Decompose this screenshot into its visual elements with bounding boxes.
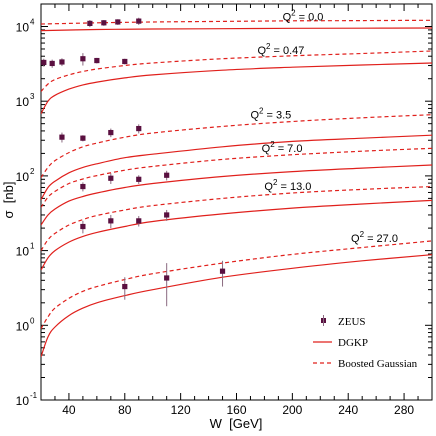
y-tick-label: 10 <box>16 319 30 333</box>
boosted-gaussian-curve-q2-0-47 <box>41 50 432 92</box>
boosted-gaussian-curve-q2-0-0 <box>41 19 432 25</box>
zeus-point-q2-7-0 <box>108 175 114 181</box>
y-tick-exponent: 0 <box>30 316 35 325</box>
legend-label-boosted-gaussian: Boosted Gaussian <box>338 358 418 370</box>
model-curves <box>41 19 432 357</box>
x-tick-label: 120 <box>171 403 191 417</box>
zeus-point-q2-0-47 <box>122 58 128 65</box>
y-tick-exponent: 4 <box>30 17 35 26</box>
dgkp-curve-q2-27-0 <box>41 254 432 357</box>
x-tick-label: 280 <box>394 403 414 417</box>
dgkp-curve-q2-0-47 <box>41 62 432 114</box>
zeus-point-q2-0-47 <box>80 56 86 62</box>
zeus-point-q2-13-0 <box>136 218 142 224</box>
x-tick-label: 80 <box>118 403 132 417</box>
x-tick-label: 40 <box>62 403 76 417</box>
boosted-gaussian-curve-q2-7-0 <box>41 147 432 208</box>
y-axis-label: σ [nb] <box>1 182 16 219</box>
legend-label-zeus: ZEUS <box>338 316 366 328</box>
x-axis-label: W [GeV] <box>210 416 263 431</box>
dgkp-curve-q2-13-0 <box>41 199 432 271</box>
zeus-point-q2-13-0 <box>164 212 170 218</box>
q2-label: Q2 = 0.0 <box>283 9 324 24</box>
y-tick-exponent: 2 <box>30 167 35 176</box>
y-tick-exponent: 3 <box>30 92 35 101</box>
data-points <box>41 17 226 307</box>
x-tick-label: 160 <box>226 403 246 417</box>
zeus-point-q2-0-47 <box>41 59 47 66</box>
plot-frame <box>40 3 433 401</box>
boosted-gaussian-curve-q2-3-5 <box>41 114 432 178</box>
zeus-point-q2-3-5 <box>108 129 114 136</box>
zeus-point-q2-7-0 <box>80 183 86 190</box>
q2-label: Q2 = 27.0 <box>351 230 398 245</box>
boosted-gaussian-curve-q2-13-0 <box>41 186 432 251</box>
legend-label-dgkp: DGKP <box>338 337 368 349</box>
dgkp-curve-q2-0-0 <box>41 27 432 32</box>
q2-annotations: Q2 = 0.0 Q2 = 0.47 Q2 = 3.5 Q2 = 7.0 Q2 = 13… <box>250 9 398 246</box>
zeus-point-q2-27-0 <box>219 268 226 274</box>
zeus-point-q2-3-5 <box>59 134 65 140</box>
dgkp-curve-q2-7-0 <box>41 164 432 226</box>
dgkp-curve-q2-3-5 <box>41 134 432 201</box>
x-tick-label: 200 <box>282 403 302 417</box>
zeus-point-q2-3-5 <box>136 125 142 132</box>
zeus-point-q2-0-0 <box>101 20 107 26</box>
zeus-point-q2-0-0 <box>87 20 93 26</box>
y-tick-label: 10 <box>16 245 30 259</box>
zeus-point-q2-13-0 <box>108 218 114 224</box>
zeus-point-q2-27-0 <box>164 275 170 281</box>
y-tick-exponent: -1 <box>30 391 38 400</box>
y-tick-exponent: 1 <box>30 242 35 251</box>
q2-label: Q2 = 13.0 <box>264 178 311 193</box>
zeus-point-q2-0-0 <box>115 19 121 25</box>
q2-label: Q2 = 3.5 <box>250 106 291 121</box>
axis-ticks <box>40 3 433 401</box>
zeus-point-q2-0-47 <box>94 57 100 64</box>
q2-label: Q2 = 0.47 <box>257 42 304 57</box>
x-tick-label: 240 <box>338 403 358 417</box>
zeus-point-q2-0-0 <box>136 18 142 24</box>
boosted-gaussian-curve-q2-27-0 <box>41 240 432 330</box>
y-tick-label: 10 <box>16 20 30 34</box>
q2-label: Q2 = 7.0 <box>262 140 303 155</box>
zeus-point-q2-0-47 <box>49 60 55 67</box>
y-tick-label: 10 <box>16 95 30 109</box>
zeus-point-q2-3-5 <box>80 135 86 141</box>
zeus-point-q2-13-0 <box>80 223 86 230</box>
zeus-point-q2-0-47 <box>59 59 65 65</box>
y-tick-label: 10 <box>16 394 30 408</box>
zeus-point-q2-7-0 <box>136 176 142 182</box>
legend: ZEUS DGKP Boosted Gaussian <box>313 315 418 370</box>
y-tick-label: 10 <box>16 170 30 184</box>
zeus-point-q2-27-0 <box>122 283 128 290</box>
zeus-point-q2-7-0 <box>164 172 170 178</box>
